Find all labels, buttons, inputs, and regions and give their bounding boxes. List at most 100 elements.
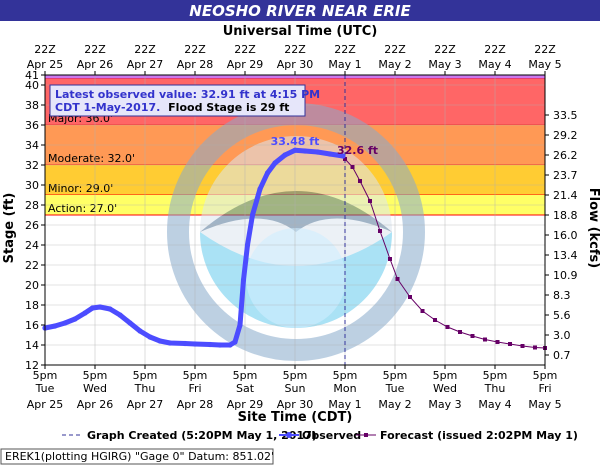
- observed-point-13: [167, 340, 173, 346]
- y2-axis-label: Flow (kcfs): [586, 188, 600, 268]
- observed-point-25: [264, 170, 271, 176]
- y-tick-label-10: 32: [25, 159, 39, 172]
- x-tick-time-8: 5pm: [433, 369, 458, 382]
- observed-point-10: [137, 328, 143, 334]
- footer: EREK1(plotting HGIRG) "Gage 0" Datum: 85…: [0, 448, 274, 465]
- chart-title: NEOSHO RIVER NEAR ERIE: [189, 2, 411, 20]
- x-tick-time-5: 5pm: [283, 369, 308, 382]
- legend-observed-marker: [286, 432, 292, 438]
- observed-point-30: [314, 149, 321, 155]
- top-tick-time-2: 22Z: [134, 43, 156, 56]
- observed-point-22: [244, 242, 251, 248]
- observed-point-2: [62, 320, 68, 326]
- flood-label-2: Moderate: 32.0': [48, 152, 135, 165]
- x-tick-time-7: 5pm: [383, 369, 408, 382]
- forecast-point-12: [470, 334, 475, 338]
- x-tick-day-6: Mon: [333, 382, 356, 395]
- y-tick-label-11: 34: [25, 139, 39, 152]
- x-tick-day-10: Fri: [538, 382, 551, 395]
- y-axis-label: Stage (ft): [2, 193, 17, 264]
- x-tick-day-0: Tue: [35, 382, 55, 395]
- top-tick-date-6: May 1: [328, 58, 361, 71]
- y2-tick-label-8: 21.4: [553, 189, 578, 202]
- top-tick-date-10: May 5: [528, 58, 561, 71]
- top-tick-time-7: 22Z: [384, 43, 406, 56]
- x-tick-day-2: Thu: [134, 382, 156, 395]
- y-tick-label-8: 28: [25, 199, 39, 212]
- top-tick-time-5: 22Z: [284, 43, 306, 56]
- observed-point-7: [107, 306, 113, 312]
- observed-point-14: [182, 340, 188, 347]
- x-tick-date-1: Apr 26: [77, 398, 114, 411]
- forecast-point-17: [533, 345, 537, 350]
- y-tick-label-3: 18: [25, 299, 39, 312]
- plot-area: Record: 40.6'Major: 36.0'Moderate: 32.0'…: [42, 74, 547, 366]
- forecast-point-6: [395, 277, 400, 281]
- top-tick-date-2: Apr 27: [127, 58, 164, 71]
- observed-point-16: [207, 341, 213, 348]
- top-tick-date-4: Apr 29: [227, 58, 264, 71]
- legend-forecast-label: Forecast (issued 2:02PM May 1): [380, 429, 578, 442]
- y2-tick-label-5: 13.4: [553, 249, 578, 262]
- y2-tick-label-7: 18.8: [553, 209, 578, 222]
- y-tick-label-15: 41: [25, 69, 39, 82]
- annotation-line-1: Latest observed value: 32.91 ft at 4:15 …: [55, 88, 320, 101]
- forecast-point-10: [445, 325, 450, 329]
- observed-point-26: [272, 160, 278, 166]
- observed-point-11: [147, 334, 153, 340]
- observed-point-23: [249, 212, 256, 218]
- x-tick-time-9: 5pm: [483, 369, 508, 382]
- x-tick-day-3: Fri: [188, 382, 201, 395]
- forecast-point-15: [508, 342, 512, 346]
- forecast-point-4: [378, 229, 382, 233]
- forecast-point-16: [520, 344, 525, 348]
- observed-point-12: [157, 338, 163, 344]
- top-tick-date-0: Apr 25: [27, 58, 64, 71]
- x-tick-date-6: May 1: [328, 398, 361, 411]
- y-tick-label-1: 14: [25, 339, 39, 352]
- observed-point-28: [292, 147, 298, 153]
- y2-tick-label-0: 0.7: [553, 349, 571, 362]
- top-tick-date-1: Apr 26: [77, 58, 114, 71]
- top-tick-time-9: 22Z: [484, 43, 506, 56]
- annotation-flood-stage: Flood Stage is 29 ft: [168, 101, 289, 114]
- observed-point-21: [240, 277, 247, 283]
- observed-point-31: [327, 151, 333, 157]
- footer-datum: EREK1(plotting HGIRG) "Gage 0" Datum: 85…: [5, 450, 274, 463]
- forecast-crest-label: 32.6 ft: [337, 144, 378, 157]
- x-tick-day-5: Sun: [285, 382, 306, 395]
- forecast-point-14: [495, 340, 500, 344]
- latest-observed-annotation: Latest observed value: 32.91 ft at 4:15 …: [49, 84, 320, 117]
- y-tick-label-5: 22: [25, 259, 39, 272]
- y2-tick-label-9: 23.7: [553, 169, 578, 182]
- top-tick-date-7: May 2: [378, 58, 411, 71]
- y-tick-label-14: 40: [25, 79, 39, 92]
- y-tick-label-6: 24: [25, 239, 39, 252]
- top-axis-label: Universal Time (UTC): [223, 24, 378, 39]
- x-tick-date-5: Apr 30: [277, 398, 314, 411]
- observed-series: [42, 147, 346, 348]
- y2-tick-label-6: 16.0: [553, 229, 578, 242]
- observed-point-17: [217, 342, 223, 348]
- flood-label-4: Action: 27.0': [48, 202, 117, 215]
- x-tick-time-10: 5pm: [533, 369, 558, 382]
- y-tick-label-4: 20: [25, 279, 39, 292]
- forecast-point-1: [350, 165, 355, 169]
- x-tick-day-1: Wed: [83, 382, 107, 395]
- watermark-sea: [200, 232, 392, 328]
- x-tick-date-0: Apr 25: [27, 398, 64, 411]
- observed-crest-label: 33.48 ft: [271, 135, 320, 148]
- x-tick-date-9: May 4: [478, 398, 511, 411]
- y2-tick-label-1: 3.0: [553, 329, 571, 342]
- observed-point-3: [72, 316, 78, 322]
- observed-point-9: [127, 320, 133, 326]
- y-tick-label-2: 16: [25, 319, 39, 332]
- y2-tick-label-3: 8.3: [553, 289, 571, 302]
- x-tick-time-4: 5pm: [233, 369, 258, 382]
- observed-point-29: [302, 148, 308, 154]
- forecast-point-5: [388, 257, 392, 261]
- observed-point-20: [237, 322, 243, 328]
- top-axis-ticks: 22Z Apr 25 22Z Apr 26 22Z Apr 27 22Z Apr 28 22Z A…: [27, 43, 562, 75]
- forecast-point-3: [368, 199, 372, 203]
